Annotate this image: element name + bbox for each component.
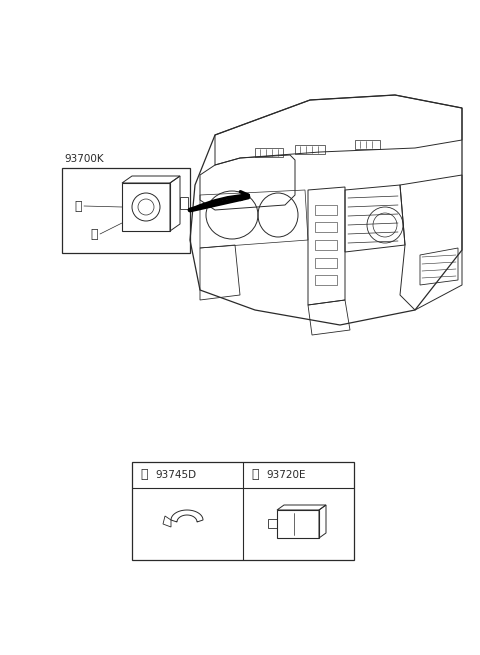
Bar bbox=[180, 197, 188, 209]
Text: 93745D: 93745D bbox=[155, 470, 196, 480]
Bar bbox=[295, 145, 325, 154]
Bar bbox=[277, 510, 319, 538]
Text: ⓑ: ⓑ bbox=[90, 227, 98, 240]
Bar bbox=[132, 462, 354, 560]
Bar bbox=[268, 519, 277, 528]
Bar bbox=[315, 240, 337, 250]
Bar bbox=[315, 275, 337, 285]
Text: 93720E: 93720E bbox=[266, 470, 305, 480]
Bar bbox=[255, 148, 283, 157]
Bar bbox=[355, 140, 380, 149]
Bar bbox=[62, 168, 190, 253]
Text: ⓐ: ⓐ bbox=[74, 200, 82, 212]
Bar bbox=[315, 258, 337, 268]
Bar bbox=[315, 222, 337, 232]
Text: ⓑ: ⓑ bbox=[251, 468, 259, 481]
Text: 93700K: 93700K bbox=[64, 154, 104, 164]
Bar bbox=[315, 205, 337, 215]
Text: ⓐ: ⓐ bbox=[140, 468, 148, 481]
